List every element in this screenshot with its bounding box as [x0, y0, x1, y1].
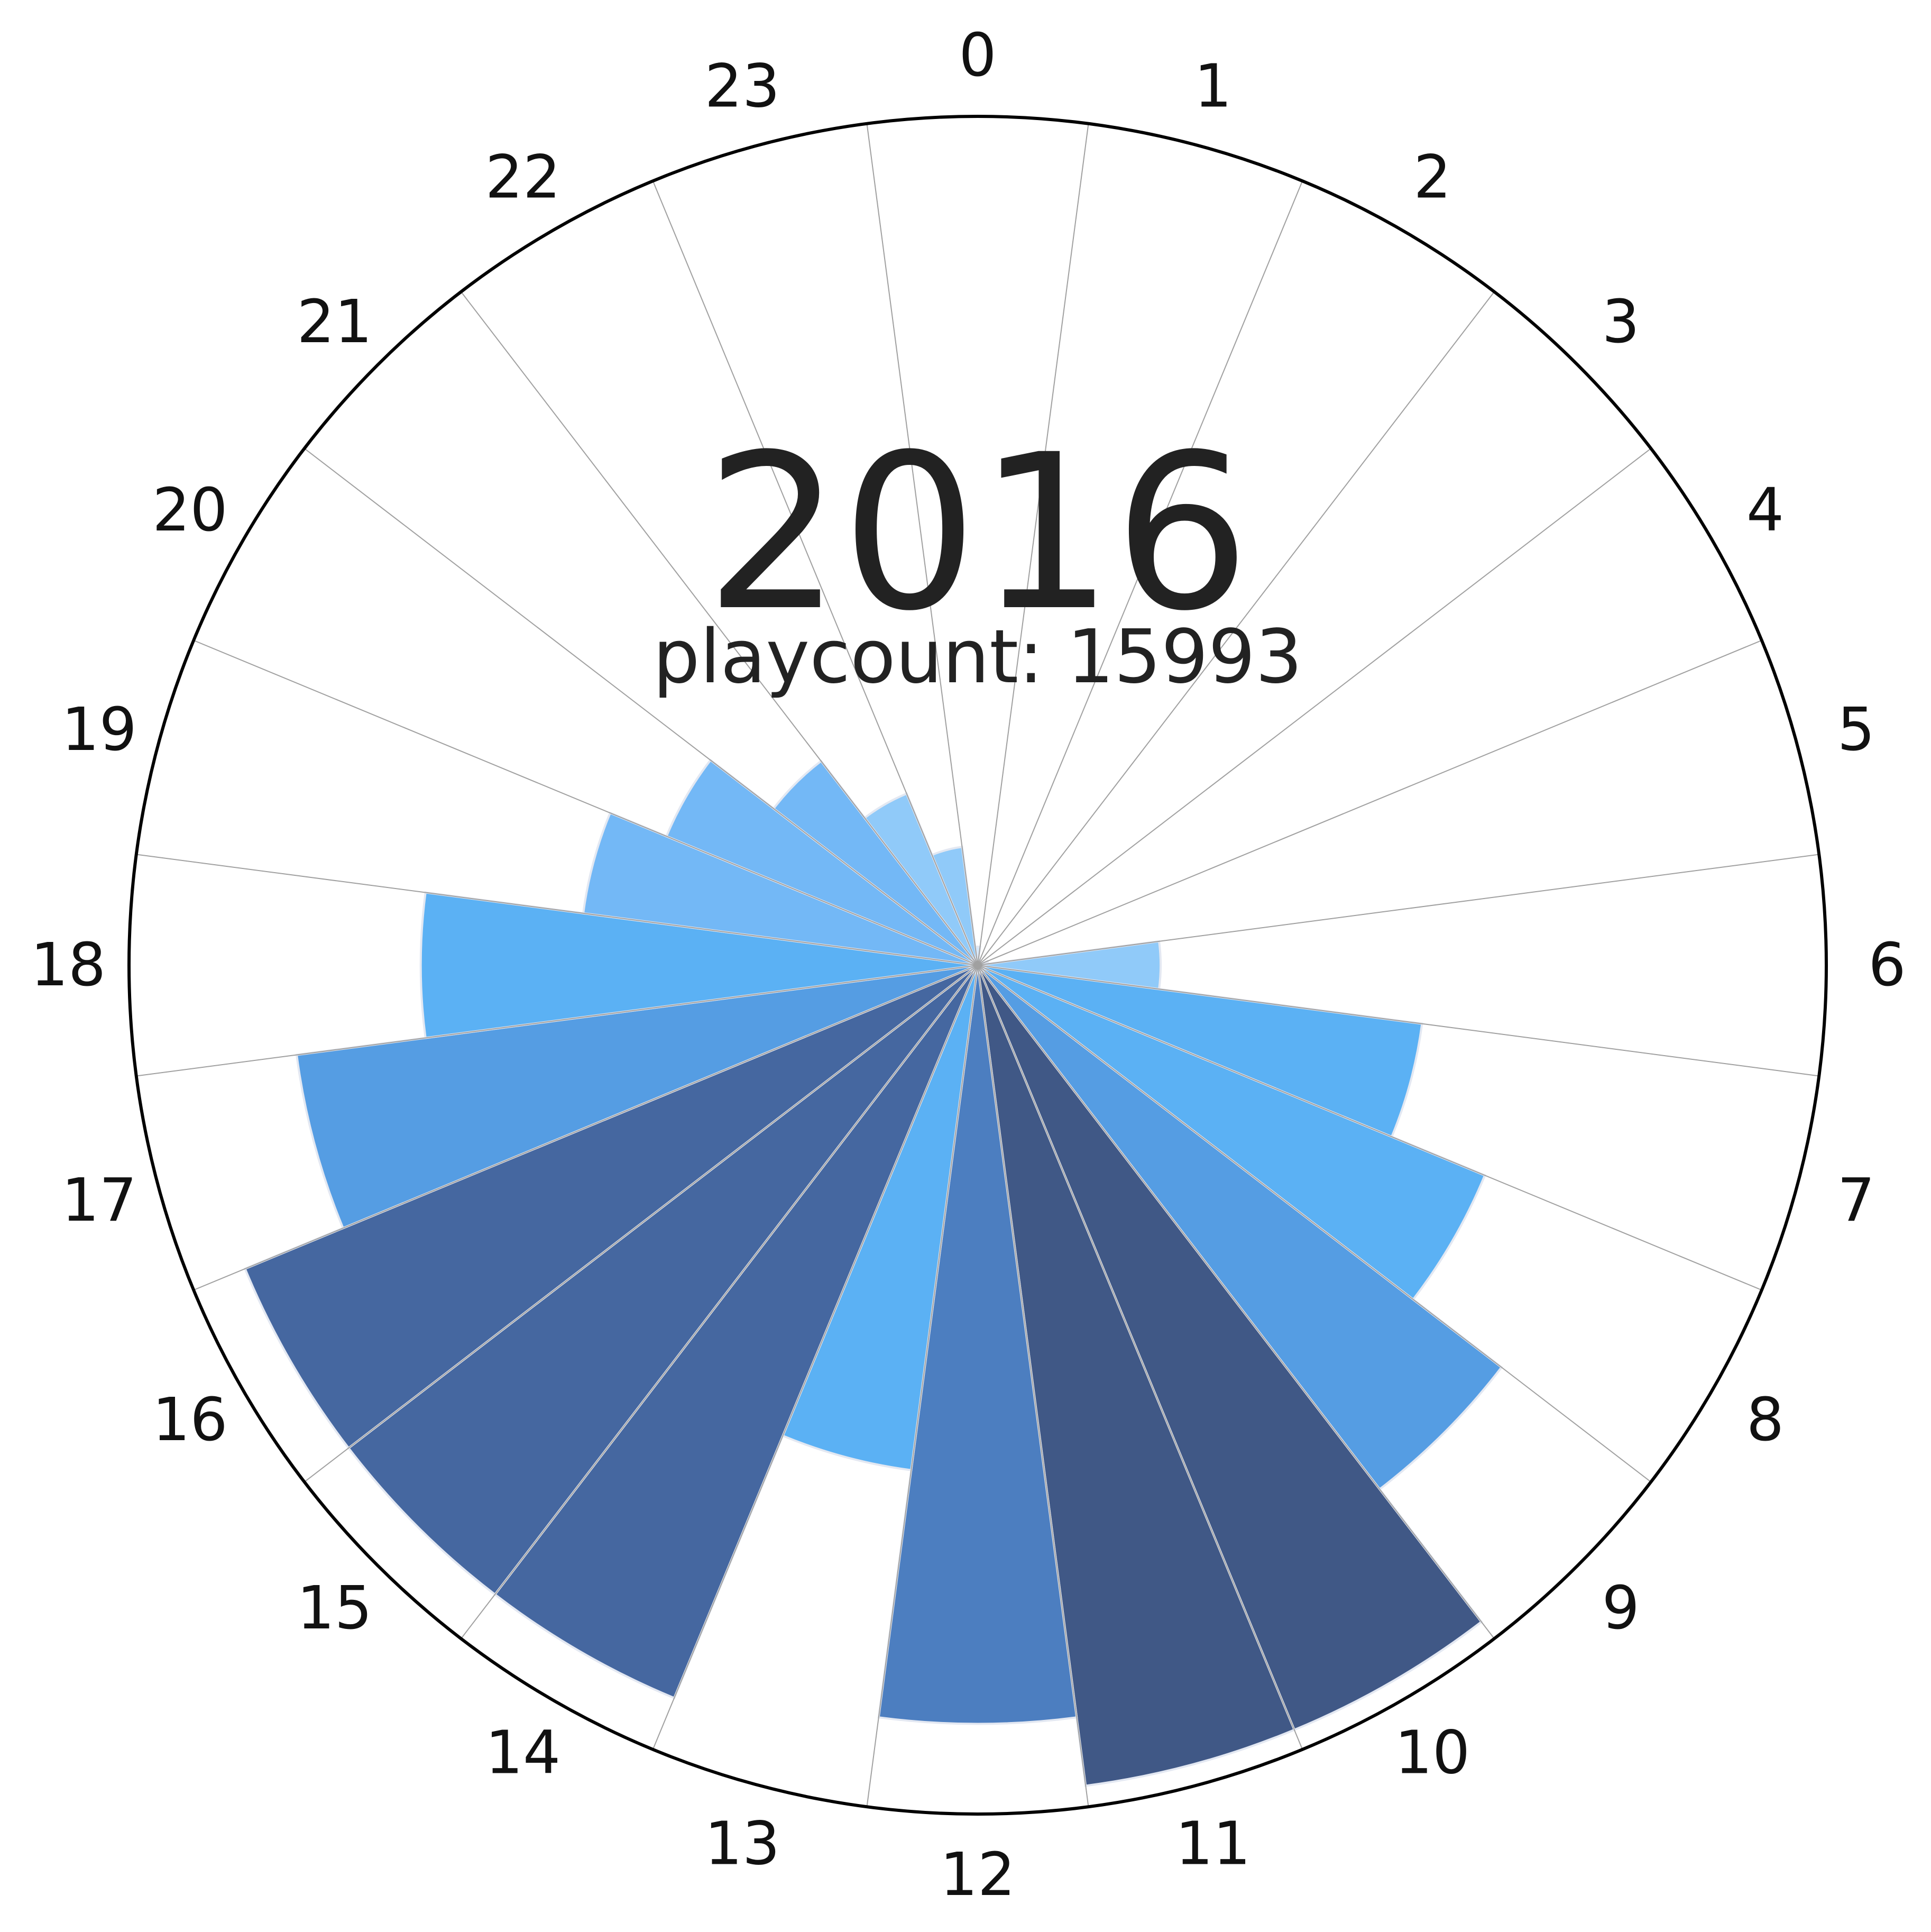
gridline — [136, 854, 978, 966]
gridline — [977, 965, 1303, 1750]
gridline — [136, 965, 978, 1077]
gridline — [652, 180, 978, 966]
hour-label-0: 0 — [959, 21, 996, 90]
gridline — [461, 291, 978, 966]
bar-hour-19 — [582, 811, 978, 966]
hour-label-4: 4 — [1746, 476, 1784, 545]
gridline — [977, 291, 1495, 966]
hour-label-11: 11 — [1175, 1809, 1251, 1878]
gridline — [977, 854, 1819, 966]
bar-hour-8 — [977, 964, 1486, 1301]
bar-hour-15 — [347, 964, 979, 1596]
hour-label-8: 8 — [1746, 1386, 1784, 1454]
hour-label-10: 10 — [1395, 1719, 1470, 1788]
gridline — [977, 639, 1762, 966]
hour-label-13: 13 — [705, 1809, 780, 1878]
hour-label-17: 17 — [61, 1166, 137, 1235]
bar-hour-14 — [493, 964, 979, 1700]
gridline — [977, 965, 1089, 1807]
bar-hour-17 — [295, 964, 978, 1230]
radial-gridlines — [136, 123, 1819, 1807]
polar-frame — [127, 115, 1828, 1816]
hour-label-18: 18 — [31, 931, 106, 1000]
gridline — [866, 123, 978, 966]
gridline — [304, 965, 978, 1482]
gridline — [977, 965, 1651, 1482]
gridline — [977, 965, 1819, 1077]
gridline — [977, 123, 1089, 966]
hour-label-22: 22 — [485, 143, 561, 212]
gridline — [193, 965, 978, 1291]
gridline — [461, 965, 978, 1639]
gridline — [652, 965, 978, 1750]
subtitle-value: 15993 — [1067, 614, 1302, 700]
gridline — [866, 965, 978, 1807]
bars-group — [243, 758, 1503, 1787]
hour-label-19: 19 — [61, 695, 137, 764]
gridline — [193, 639, 978, 966]
hour-label-2: 2 — [1413, 143, 1451, 212]
hour-label-7: 7 — [1837, 1166, 1875, 1235]
bar-hour-11 — [977, 965, 1296, 1787]
bar-hour-18 — [419, 891, 978, 1039]
hour-label-20: 20 — [152, 476, 228, 545]
bar-hour-16 — [243, 964, 979, 1450]
hour-label-21: 21 — [297, 288, 373, 356]
hour-label-6: 6 — [1868, 931, 1906, 1000]
gridline — [977, 965, 1495, 1639]
gridline — [977, 965, 1762, 1291]
bar-hour-9 — [977, 964, 1503, 1491]
hour-label-5: 5 — [1837, 695, 1875, 764]
hour-label-1: 1 — [1194, 52, 1232, 121]
bar-hour-10 — [977, 964, 1483, 1732]
gridline — [977, 448, 1651, 966]
hour-label-12: 12 — [940, 1841, 1016, 1909]
subtitle-prefix: playcount: — [653, 614, 1067, 700]
hour-label-9: 9 — [1602, 1574, 1640, 1643]
chart-title: 2016 — [705, 408, 1250, 658]
hour-label-16: 16 — [152, 1386, 228, 1454]
hour-label-3: 3 — [1602, 288, 1640, 356]
gridline — [304, 448, 978, 966]
bar-hour-7 — [977, 964, 1423, 1138]
chart-subtitle: playcount: 15993 — [653, 614, 1302, 700]
gridline — [977, 180, 1303, 966]
bar-hour-12 — [877, 965, 1078, 1725]
hour-label-15: 15 — [297, 1574, 373, 1643]
hour-label-14: 14 — [485, 1719, 561, 1788]
bar-hour-13 — [781, 965, 979, 1472]
hour-label-23: 23 — [705, 52, 780, 121]
